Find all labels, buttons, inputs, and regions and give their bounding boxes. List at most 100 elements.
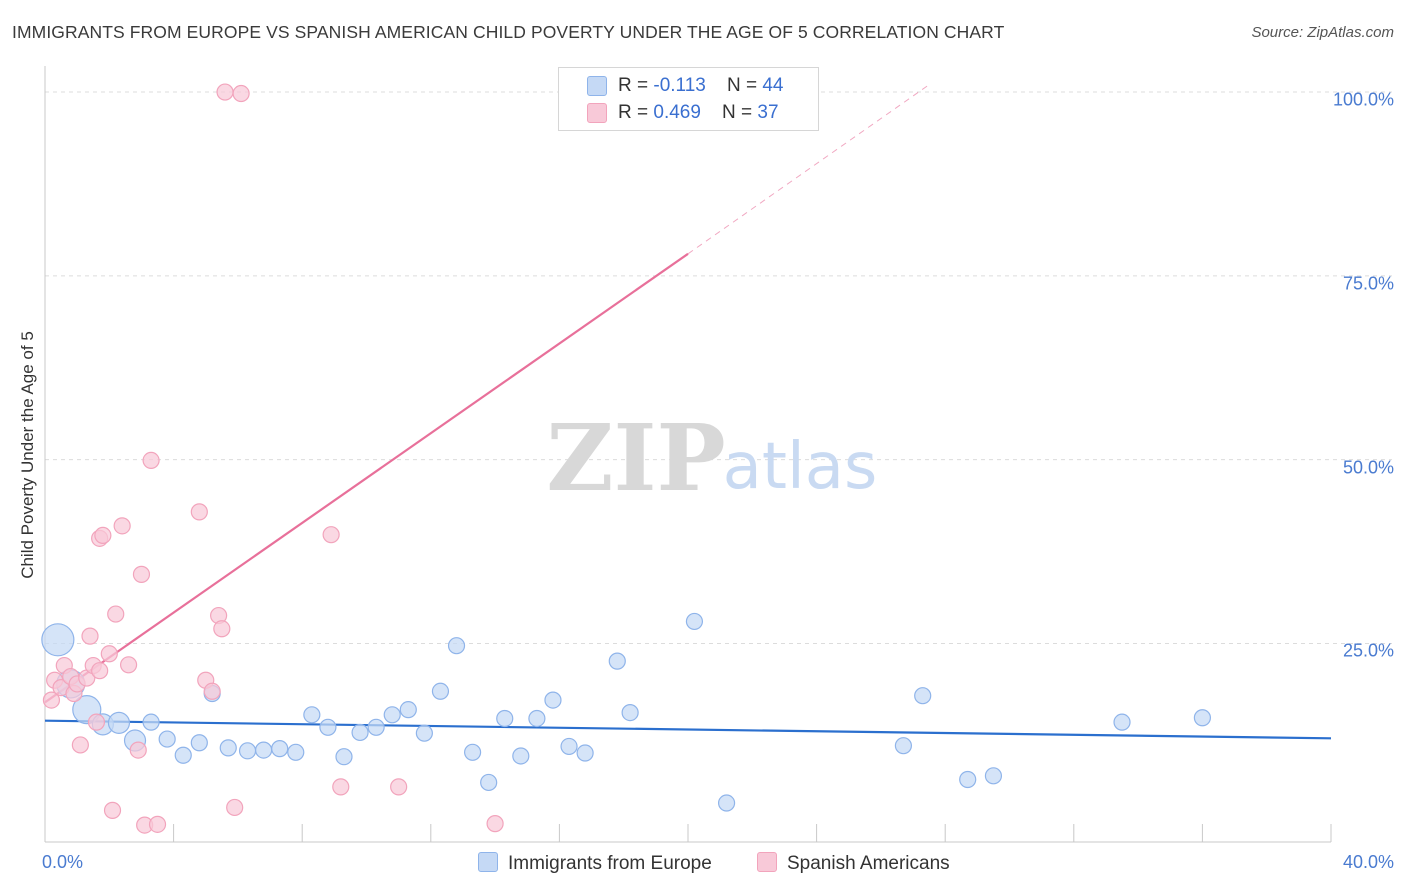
series-swatch-spanish bbox=[757, 852, 777, 872]
data-point bbox=[255, 741, 273, 759]
data-point bbox=[621, 703, 639, 722]
legend-swatch-europe bbox=[587, 76, 607, 96]
series-label-spanish: Spanish Americans bbox=[787, 853, 950, 874]
data-point bbox=[431, 682, 450, 700]
series-legend-europe: Immigrants from Europe bbox=[478, 852, 712, 875]
data-point bbox=[238, 742, 257, 760]
data-point bbox=[71, 736, 89, 754]
data-point bbox=[367, 718, 385, 736]
data-point bbox=[576, 744, 594, 762]
watermark-zip: ZIP bbox=[546, 404, 725, 512]
data-point bbox=[496, 709, 514, 728]
data-point bbox=[142, 713, 160, 731]
data-point bbox=[894, 737, 913, 755]
data-point bbox=[959, 770, 977, 789]
data-point bbox=[332, 778, 350, 796]
data-point bbox=[94, 526, 112, 545]
data-point bbox=[219, 739, 237, 757]
gridlines bbox=[45, 91, 1392, 644]
data-point bbox=[213, 620, 231, 638]
data-points bbox=[41, 83, 1212, 834]
x-tick-label-max: 40.0% bbox=[1342, 852, 1394, 872]
data-point bbox=[383, 706, 401, 724]
data-point bbox=[415, 724, 433, 742]
series-points-europe bbox=[41, 612, 1212, 812]
series-points-spanish bbox=[42, 83, 504, 834]
data-point bbox=[42, 691, 61, 709]
legend-r-value-europe: -0.113 bbox=[653, 75, 706, 96]
data-point bbox=[685, 612, 704, 631]
series-legend-spanish: Spanish Americans bbox=[757, 852, 950, 875]
legend-n-label: N = bbox=[722, 102, 758, 123]
legend-swatch-spanish bbox=[587, 103, 607, 123]
legend-n-value-spanish: 37 bbox=[757, 102, 779, 123]
data-point bbox=[148, 815, 167, 833]
legend-r-label: R = bbox=[618, 102, 654, 123]
y-tick-label: 75.0% bbox=[1342, 273, 1394, 294]
data-point bbox=[174, 746, 192, 764]
data-point bbox=[322, 526, 340, 544]
legend-n-label: N = bbox=[726, 75, 763, 96]
data-point bbox=[203, 682, 221, 700]
data-point bbox=[560, 737, 578, 756]
data-point bbox=[113, 517, 131, 535]
data-point bbox=[351, 723, 369, 742]
data-point bbox=[319, 718, 337, 736]
axes bbox=[44, 66, 1332, 843]
series-label-europe: Immigrants from Europe bbox=[508, 853, 712, 874]
series-swatch-europe bbox=[478, 852, 498, 872]
data-point bbox=[232, 84, 250, 103]
data-point bbox=[717, 794, 736, 812]
x-tick-label-min: 0.0% bbox=[42, 852, 84, 872]
data-point bbox=[216, 83, 234, 101]
trend-line-europe bbox=[44, 719, 1332, 740]
y-tick-label: 25.0% bbox=[1342, 640, 1394, 661]
data-point bbox=[190, 503, 208, 521]
data-point bbox=[984, 767, 1003, 785]
data-point bbox=[399, 701, 417, 719]
trend-lines bbox=[44, 84, 1332, 740]
data-point bbox=[107, 711, 131, 734]
data-point bbox=[87, 713, 106, 731]
data-point bbox=[608, 652, 626, 670]
data-point bbox=[486, 815, 504, 833]
data-point bbox=[158, 730, 176, 748]
trend-line-extension-spanish bbox=[687, 84, 930, 255]
data-point bbox=[287, 743, 305, 761]
trend-line-spanish bbox=[44, 252, 689, 704]
watermark-atlas: atlas bbox=[723, 430, 878, 504]
legend-r-value-spanish: 0.469 bbox=[653, 102, 701, 123]
legend-n-value-europe: 44 bbox=[762, 75, 784, 96]
data-point bbox=[1113, 713, 1131, 731]
data-point bbox=[81, 627, 99, 645]
data-point bbox=[107, 605, 125, 623]
legend-r-label: R = bbox=[618, 75, 654, 96]
data-point bbox=[528, 709, 546, 728]
data-point bbox=[447, 637, 466, 655]
data-point bbox=[142, 451, 160, 470]
chart-title: IMMIGRANTS FROM EUROPE VS SPANISH AMERIC… bbox=[12, 22, 1005, 42]
data-point bbox=[544, 691, 562, 709]
stats-legend: R = -0.113 N = 44 R = 0.469 N = 37 bbox=[558, 67, 819, 131]
y-tick-label: 100.0% bbox=[1332, 89, 1394, 110]
data-point bbox=[512, 747, 530, 765]
data-point bbox=[1193, 709, 1212, 727]
data-point bbox=[129, 741, 147, 759]
data-point bbox=[132, 565, 151, 583]
data-point bbox=[335, 748, 353, 766]
data-point bbox=[91, 662, 109, 680]
data-point bbox=[914, 687, 932, 705]
data-point bbox=[480, 773, 498, 792]
data-point bbox=[41, 623, 75, 657]
data-point bbox=[303, 706, 321, 724]
data-point bbox=[190, 734, 208, 752]
data-point bbox=[119, 656, 138, 674]
data-point bbox=[100, 645, 118, 663]
data-point bbox=[271, 740, 289, 758]
data-point bbox=[103, 801, 122, 819]
data-point bbox=[390, 778, 408, 796]
data-point bbox=[226, 798, 244, 817]
source-label: Source: ZipAtlas.com bbox=[1251, 24, 1394, 41]
